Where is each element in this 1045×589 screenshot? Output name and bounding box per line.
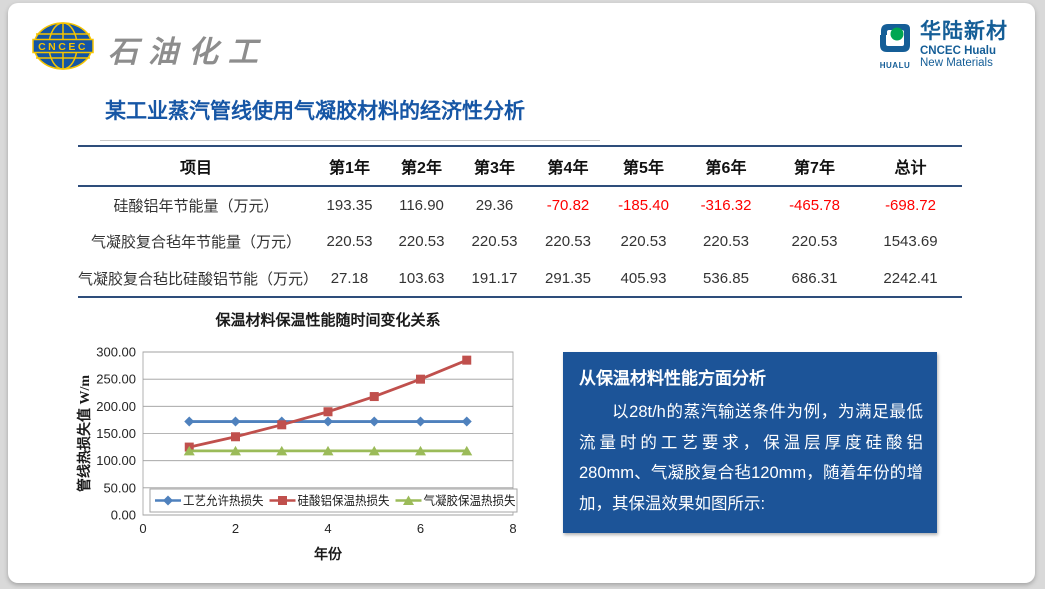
table-row: 气凝胶复合毡年节能量（万元） 220.53 220.53 220.53 220.53 22… <box>78 223 962 260</box>
table-header-cell: 总计 <box>894 160 927 177</box>
hualu-logo: HUALU 华陆新材 CNCEC Hualu New Materials <box>877 20 1008 70</box>
svg-text:0: 0 <box>139 521 146 536</box>
table-row: 气凝胶复合毡比硅酸铝节能（万元） 27.18 103.63 191.17 291.35 4… <box>78 260 962 297</box>
table-header-cell: 第1年 <box>329 160 370 177</box>
table-cell: 536.85 <box>703 269 749 287</box>
table-row: 硅酸铝年节能量（万元） 193.35 116.90 29.36 -70.82 -185.4… <box>78 186 962 223</box>
cncec-globe-icon: CNCEC <box>32 21 94 76</box>
row-label: 硅酸铝年节能量（万元） <box>113 197 279 215</box>
slide: CNCEC 石油化工 HUALU 华陆新材 CNCEC Hualu New Ma… <box>8 3 1035 583</box>
svg-text:硅酸铝保温热损失: 硅酸铝保温热损失 <box>298 493 390 508</box>
hualu-wordmark: HUALU <box>879 61 911 70</box>
brand-name: 石油化工 <box>108 35 268 69</box>
svg-text:150.00: 150.00 <box>96 426 136 441</box>
row-label: 气凝胶复合毡年节能量（万元） <box>90 234 301 251</box>
table-header-cell: 第4年 <box>547 160 589 177</box>
table-cell: 405.93 <box>620 269 667 287</box>
table-cell: 27.18 <box>330 269 369 287</box>
table-cell: -70.82 <box>546 196 590 214</box>
table-header-cell: 第6年 <box>705 160 747 177</box>
table-cell: 220.53 <box>326 233 373 250</box>
table-cell: 686.31 <box>791 269 838 287</box>
row-label: 气凝胶复合毡比硅酸铝节能（万元） <box>78 270 319 288</box>
svg-text:0.00: 0.00 <box>111 508 136 523</box>
chart-title: 保温材料保温性能随时间变化关系 <box>215 313 441 329</box>
table-cell: 193.35 <box>326 196 373 214</box>
table-cell: 2242.41 <box>883 269 938 287</box>
hualu-name-en1: CNCEC Hualu <box>920 45 997 58</box>
table-cell: 220.53 <box>545 233 591 250</box>
hualu-mark-icon <box>877 21 913 60</box>
svg-text:管线热损失值 W/m: 管线热损失值 W/m <box>76 375 93 492</box>
table-cell: 29.36 <box>475 196 514 214</box>
svg-text:CNCEC: CNCEC <box>38 41 88 53</box>
table-header-cell: 第5年 <box>623 160 664 177</box>
analysis-box: 从保温材料性能方面分析 以28t/h的蒸汽输送条件为例，为满足最低流量时的工艺要… <box>563 352 937 534</box>
line-chart: 0.00 50.00 100.00 150.00 200.00 250.00 300.00 0… <box>76 345 518 563</box>
table-header-cell: 第3年 <box>474 160 515 177</box>
svg-text:工艺允许热损失: 工艺允许热损失 <box>183 493 264 508</box>
table-header-cell: 第7年 <box>794 160 835 177</box>
svg-text:6: 6 <box>417 521 424 536</box>
table-cell: 291.35 <box>545 269 591 287</box>
table-cell: 1543.69 <box>883 233 938 250</box>
table-cell: -465.78 <box>789 196 840 214</box>
svg-text:2: 2 <box>232 521 239 536</box>
svg-text:50.00: 50.00 <box>103 480 136 495</box>
table-cell: 220.53 <box>703 233 749 250</box>
svg-text:100.00: 100.00 <box>96 453 136 468</box>
table-header-row: 项目 第1年 第2年 第3年 第4年 第5年 第6年 第7年 总计 <box>78 146 962 186</box>
analysis-heading: 从保温材料性能方面分析 <box>579 369 766 388</box>
table-cell: -316.32 <box>700 196 752 214</box>
table-cell: -185.40 <box>618 196 669 214</box>
page-title: 某工业蒸汽管线使用气凝胶材料的经济性分析 <box>105 100 525 123</box>
svg-text:300.00: 300.00 <box>96 345 136 360</box>
analysis-body: 以28t/h的蒸汽输送条件为例，为满足最低流量时的工艺要求，保温层厚度硅酸铝28… <box>579 403 923 513</box>
svg-text:200.00: 200.00 <box>96 399 136 414</box>
cncec-logo: CNCEC 石油化工 <box>32 21 268 76</box>
hualu-name-en2: New Materials <box>920 57 993 70</box>
svg-text:4: 4 <box>324 521 331 536</box>
table-cell: 191.17 <box>471 269 518 287</box>
table-cell: 220.53 <box>791 233 838 250</box>
svg-text:年份: 年份 <box>314 546 343 563</box>
table-cell: 103.63 <box>398 269 445 287</box>
hualu-name-cn: 华陆新材 <box>920 20 1008 43</box>
table-cell: 220.53 <box>620 233 667 250</box>
table-header-cell: 第2年 <box>401 160 442 177</box>
table-cell: 220.53 <box>398 233 445 250</box>
table-cell: -698.72 <box>885 196 936 214</box>
svg-text:气凝胶保温热损失: 气凝胶保温热损失 <box>424 493 516 508</box>
table-cell: 220.53 <box>471 233 518 250</box>
title-divider <box>100 140 600 141</box>
table-cell: 116.90 <box>399 196 444 214</box>
economics-table: 项目 第1年 第2年 第3年 第4年 第5年 第6年 第7年 总计 硅酸铝年节能量（万元） 193… <box>78 145 962 298</box>
table-header-cell: 项目 <box>179 160 212 177</box>
svg-text:250.00: 250.00 <box>96 372 136 387</box>
svg-text:8: 8 <box>509 521 516 536</box>
